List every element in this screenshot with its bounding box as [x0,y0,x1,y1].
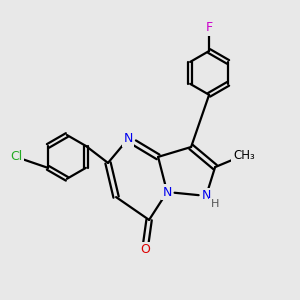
Text: H: H [211,199,219,209]
Text: F: F [206,21,213,34]
Text: O: O [140,243,150,256]
Text: CH₃: CH₃ [233,148,255,162]
Text: N: N [123,132,133,146]
Text: N: N [162,185,172,199]
Text: N: N [201,189,211,203]
Text: Cl: Cl [10,150,22,164]
